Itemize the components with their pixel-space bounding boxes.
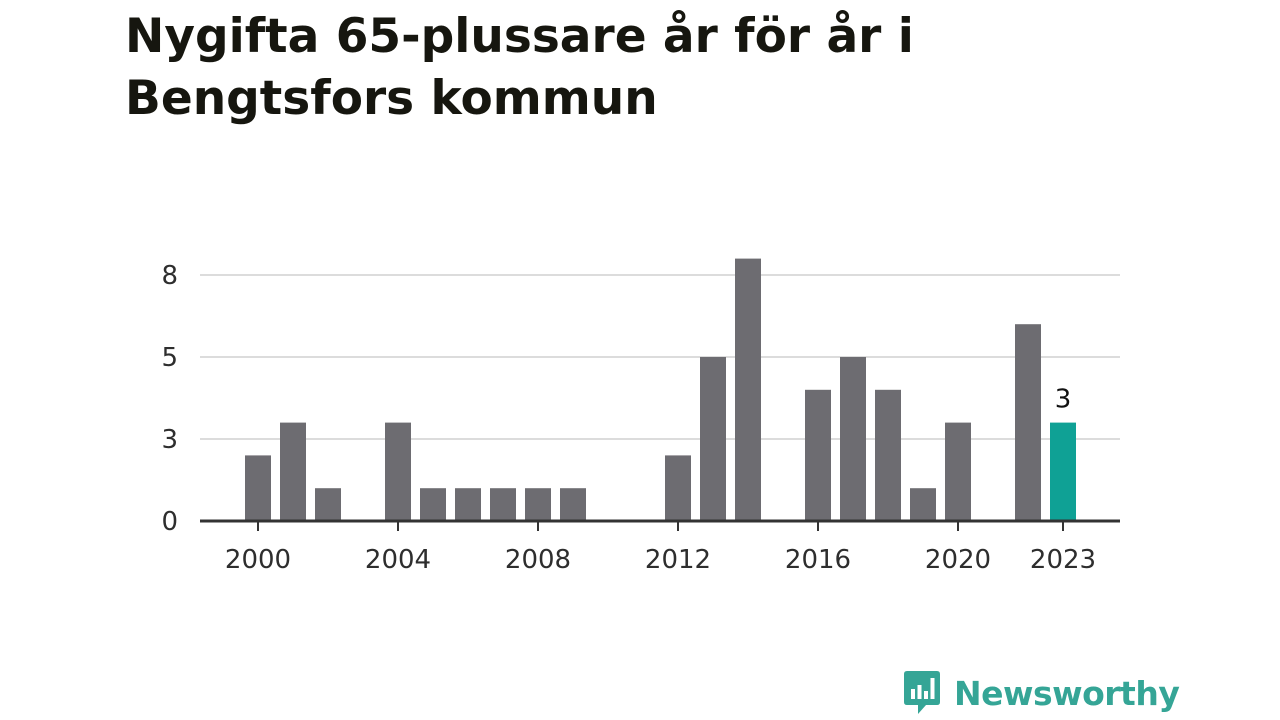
bar <box>385 422 411 521</box>
bar <box>735 258 761 521</box>
x-tick-label: 2020 <box>925 545 991 575</box>
bar <box>910 488 936 521</box>
newsworthy-logo-icon <box>904 671 940 714</box>
axes <box>200 519 1120 531</box>
bar <box>1015 324 1041 521</box>
bar <box>805 389 831 521</box>
y-tick-label: 0 <box>161 507 178 537</box>
x-tick-label: 2008 <box>505 545 571 575</box>
bar <box>840 357 866 521</box>
chart-title: Nygifta 65-plussare år för år i Bengtsfo… <box>125 9 914 126</box>
bar <box>665 455 691 521</box>
bar <box>700 357 726 521</box>
x-tick-label: 2000 <box>225 545 291 575</box>
bar <box>525 488 551 521</box>
bar <box>420 488 446 521</box>
bars <box>245 258 1076 521</box>
x-tick-label: 2016 <box>785 545 851 575</box>
bar <box>245 455 271 521</box>
x-tick-label: 2023 <box>1030 545 1096 575</box>
bar <box>945 422 971 521</box>
labels: 0 3 5 8 2000 2004 2008 2012 2016 2020 2023 3 <box>161 261 1096 575</box>
bar <box>560 488 586 521</box>
gridlines <box>200 274 1120 440</box>
data-label: 3 <box>1055 385 1072 415</box>
bar <box>875 389 901 521</box>
bar <box>315 488 341 521</box>
brand-name: Newsworthy <box>954 673 1180 713</box>
x-tick-label: 2012 <box>645 545 711 575</box>
bar <box>280 422 306 521</box>
bar-highlight <box>1050 422 1076 521</box>
bar <box>490 488 516 521</box>
y-tick-label: 8 <box>161 261 178 291</box>
x-tick-label: 2004 <box>365 545 431 575</box>
y-tick-label: 5 <box>161 343 178 373</box>
y-tick-label: 3 <box>161 425 178 455</box>
bar <box>455 488 481 521</box>
newsworthy-logo: Newsworthy <box>902 670 1180 716</box>
